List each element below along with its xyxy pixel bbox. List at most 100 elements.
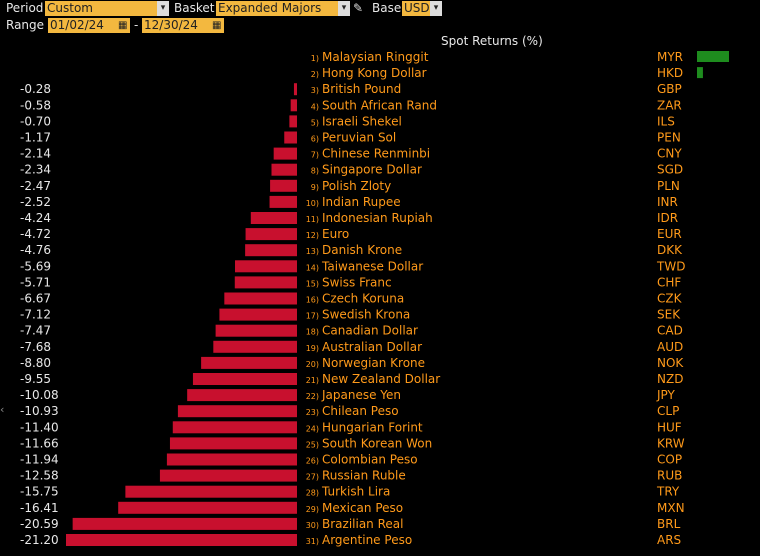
currency-pln-code: PLN xyxy=(657,179,680,193)
currency-cny-code: CNY xyxy=(657,147,682,161)
currency-sek-bar xyxy=(219,308,297,321)
currency-clp-code: CLP xyxy=(657,404,679,418)
currency-cop-code: COP xyxy=(657,453,682,467)
currency-mxn-code: MXN xyxy=(657,501,685,515)
currency-czk-name: Czech Koruna xyxy=(322,292,404,306)
currency-chf-name: Swiss Franc xyxy=(322,275,392,289)
currency-nok-rank: 20) xyxy=(306,360,319,369)
currency-twd-code: TWD xyxy=(656,259,685,273)
currency-nzd-bar xyxy=(192,373,297,385)
currency-idr-name: Indonesian Rupiah xyxy=(322,211,433,225)
currency-ars-value-label: -21.20 xyxy=(20,533,59,547)
basket-label: Basket xyxy=(174,1,215,15)
currency-pln-rank: 9) xyxy=(311,183,319,192)
currency-aud-value-label: -7.68 xyxy=(20,340,51,354)
currency-idr-code: IDR xyxy=(657,211,678,225)
currency-dkk-bar xyxy=(245,244,297,257)
currency-pln-name: Polish Zloty xyxy=(322,179,391,193)
currency-cny-rank: 7) xyxy=(311,151,319,160)
currency-sek-value-label: -7.12 xyxy=(20,308,51,322)
currency-aud-name: Australian Dollar xyxy=(322,340,422,354)
currency-try-code: TRY xyxy=(656,485,680,499)
range-end-input[interactable]: 12/30/24 ▦ xyxy=(142,18,224,33)
currency-czk-bar xyxy=(224,292,297,305)
currency-gbp-name: British Pound xyxy=(322,82,401,96)
currency-cop-bar xyxy=(166,453,297,466)
currency-try-name: Turkish Lira xyxy=(321,485,390,499)
currency-cop-name: Colombian Peso xyxy=(322,453,418,467)
currency-eur-rank: 12) xyxy=(306,231,319,240)
currency-gbp-code: GBP xyxy=(657,82,682,96)
chevron-down-icon: ▾ xyxy=(160,3,166,13)
currency-aud-bar xyxy=(213,340,297,353)
currency-gbp-rank: 3) xyxy=(311,86,319,95)
currency-chf-bar xyxy=(234,276,297,289)
currency-ars-rank: 31) xyxy=(306,537,319,546)
range-separator: - xyxy=(134,18,139,32)
currency-brl-bar xyxy=(72,517,297,530)
scroll-left-icon[interactable]: ‹ xyxy=(0,403,5,416)
currency-ars-code: ARS xyxy=(657,533,681,547)
currency-hkd-code: HKD xyxy=(657,66,683,80)
basket-value: Expanded Majors xyxy=(218,1,322,15)
currency-rub-name: Russian Ruble xyxy=(322,469,406,483)
currency-pen-rank: 6) xyxy=(311,135,319,144)
currency-chf-value-label: -5.71 xyxy=(20,275,51,289)
chart-title: Spot Returns (%) xyxy=(441,34,543,48)
period-select[interactable]: Custom xyxy=(45,1,157,16)
currency-zar-bar xyxy=(290,99,297,112)
currency-clp-rank: 23) xyxy=(306,408,319,417)
currency-mxn-bar xyxy=(118,501,297,514)
base-label: Base xyxy=(372,1,402,15)
period-label: Period xyxy=(6,1,44,15)
currency-sgd-value-label: -2.34 xyxy=(20,163,51,177)
currency-krw-bar xyxy=(169,437,297,450)
currency-idr-bar xyxy=(250,212,297,224)
currency-cop-value-label: -11.94 xyxy=(20,453,59,467)
currency-idr-rank: 11) xyxy=(306,215,319,224)
currency-czk-rank: 16) xyxy=(306,296,319,305)
currency-inr-rank: 10) xyxy=(306,199,319,208)
currency-mxn-name: Mexican Peso xyxy=(322,501,403,515)
currency-gbp-value-label: -0.28 xyxy=(20,82,51,96)
period-value: Custom xyxy=(47,1,93,15)
basket-select[interactable]: Expanded Majors xyxy=(216,1,338,16)
pencil-icon[interactable]: ✎ xyxy=(353,1,364,15)
currency-rub-code: RUB xyxy=(657,469,682,483)
currency-pen-code: PEN xyxy=(657,131,681,145)
range-start-input[interactable]: 01/02/24 ▦ xyxy=(48,18,130,33)
calendar-icon[interactable]: ▦ xyxy=(118,20,128,31)
currency-hkd-bar xyxy=(697,67,703,79)
calendar-icon[interactable]: ▦ xyxy=(212,20,222,31)
currency-ils-code: ILS xyxy=(657,114,675,128)
currency-chf-code: CHF xyxy=(657,275,681,289)
period-dropdown-button[interactable]: ▾ xyxy=(157,1,169,16)
currency-huf-value-label: -11.40 xyxy=(20,420,59,434)
currency-aud-rank: 19) xyxy=(306,344,319,353)
currency-huf-rank: 24) xyxy=(306,424,319,433)
currency-zar-code: ZAR xyxy=(657,98,682,112)
currency-twd-name: Taiwanese Dollar xyxy=(321,259,423,273)
currency-sek-rank: 17) xyxy=(306,312,319,321)
currency-sgd-code: SGD xyxy=(657,163,683,177)
currency-twd-value-label: -5.69 xyxy=(20,259,51,273)
currency-dkk-rank: 13) xyxy=(306,247,319,256)
basket-dropdown-button[interactable]: ▾ xyxy=(338,1,350,16)
currency-brl-name: Brazilian Real xyxy=(322,517,403,531)
currency-ars-name: Argentine Peso xyxy=(322,533,412,547)
base-select[interactable]: USD xyxy=(402,1,430,16)
currency-cop-rank: 26) xyxy=(306,457,319,466)
currency-cny-value-label: -2.14 xyxy=(20,147,51,161)
currency-cad-rank: 18) xyxy=(306,328,319,337)
chevron-down-icon: ▾ xyxy=(341,3,347,13)
currency-myr-code: MYR xyxy=(657,50,683,64)
base-dropdown-button[interactable]: ▾ xyxy=(430,1,442,16)
currency-sgd-name: Singapore Dollar xyxy=(322,163,422,177)
currency-rub-value-label: -12.58 xyxy=(20,469,59,483)
currency-nzd-name: New Zealand Dollar xyxy=(322,372,440,386)
currency-dkk-code: DKK xyxy=(657,243,683,257)
currency-cad-name: Canadian Dollar xyxy=(322,324,418,338)
currency-nok-value-label: -8.80 xyxy=(20,356,51,370)
currency-cny-name: Chinese Renminbi xyxy=(322,147,430,161)
